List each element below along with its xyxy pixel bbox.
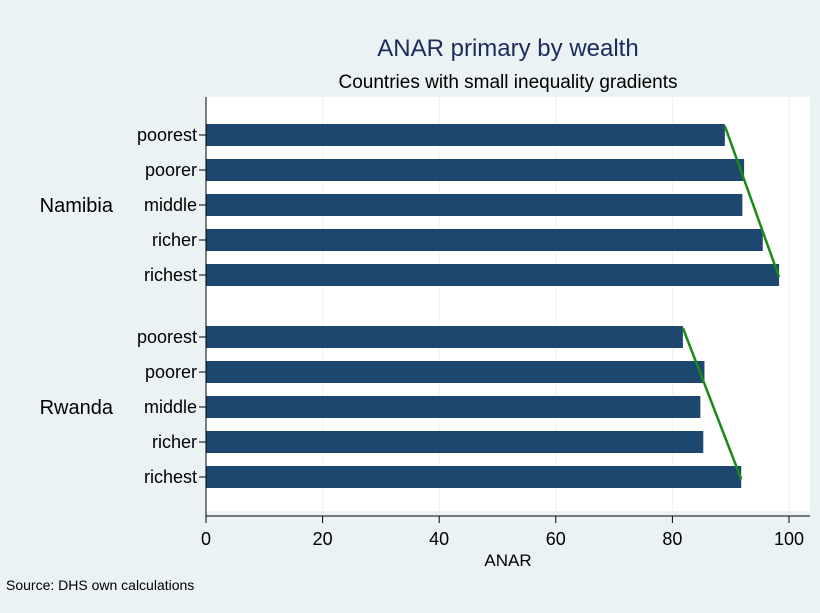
category-label: richest	[144, 467, 197, 487]
category-label: middle	[144, 195, 197, 215]
category-label: richest	[144, 265, 197, 285]
x-tick-label: 20	[313, 529, 333, 549]
bar-rwanda-richer	[206, 431, 704, 453]
bar-rwanda-poorest	[206, 326, 683, 348]
x-tick-label: 0	[201, 529, 211, 549]
category-label: middle	[144, 397, 197, 417]
trend-line-rwanda	[681, 327, 743, 480]
x-tick-label: 60	[546, 529, 566, 549]
bar-rwanda-middle	[206, 396, 701, 418]
chart-title: ANAR primary by wealth	[377, 35, 638, 62]
category-label: poorest	[137, 125, 197, 145]
trend-line-namibia	[723, 125, 781, 278]
bar-namibia-poorer	[206, 159, 745, 181]
bar-rwanda-poorer	[206, 361, 705, 383]
category-label: richer	[152, 230, 197, 250]
bar-rwanda-richest	[206, 466, 742, 488]
trend-lines	[681, 125, 781, 480]
category-label: poorest	[137, 327, 197, 347]
bars	[206, 124, 780, 488]
category-label: poorer	[145, 160, 197, 180]
category-label: poorer	[145, 362, 197, 382]
bar-namibia-richest	[206, 264, 780, 286]
group-label-namibia: Namibia	[40, 195, 114, 217]
x-axis-title: ANAR	[484, 551, 531, 570]
x-tick-label: 80	[662, 529, 682, 549]
category-label: richer	[152, 432, 197, 452]
category-labels: poorest poorer middle richer richest Namibia p…	[40, 125, 206, 487]
chart-subtitle: Countries with small inequality gradient…	[339, 72, 678, 93]
bar-namibia-poorest	[206, 124, 725, 146]
group-label-rwanda: Rwanda	[40, 397, 114, 419]
x-axis-ticks: 0 20 40 60 80 100	[201, 516, 804, 549]
bar-namibia-richer	[206, 229, 763, 251]
x-tick-label: 100	[774, 529, 804, 549]
bar-namibia-middle	[206, 194, 743, 216]
x-tick-label: 40	[429, 529, 449, 549]
source-note: Source: DHS own calculations	[6, 577, 194, 593]
